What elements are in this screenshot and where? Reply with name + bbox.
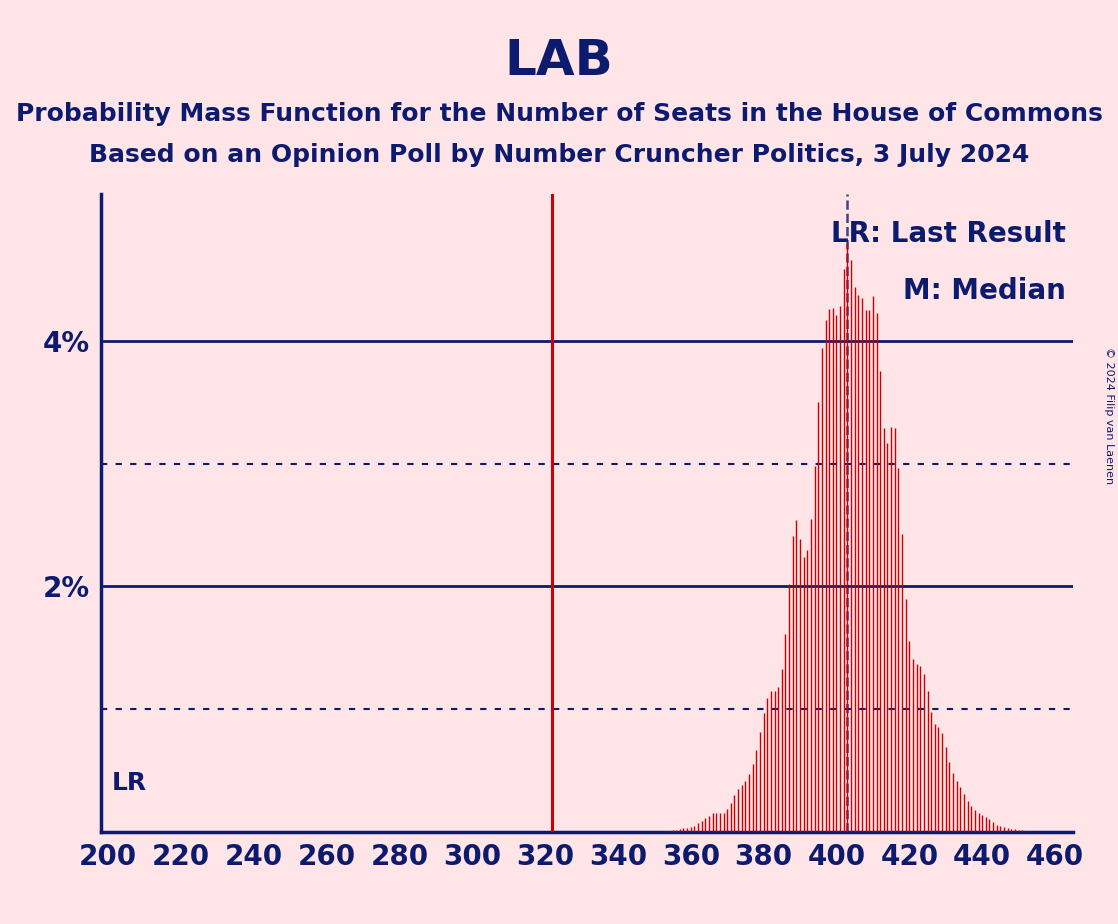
Text: LR: Last Result: LR: Last Result — [831, 220, 1065, 248]
Text: Probability Mass Function for the Number of Seats in the House of Commons: Probability Mass Function for the Number… — [16, 102, 1102, 126]
Text: © 2024 Filip van Laenen: © 2024 Filip van Laenen — [1105, 347, 1114, 484]
Text: Based on an Opinion Poll by Number Cruncher Politics, 3 July 2024: Based on an Opinion Poll by Number Crunc… — [88, 143, 1030, 167]
Text: M: Median: M: Median — [903, 277, 1065, 305]
Text: LR: LR — [112, 771, 146, 795]
Text: LAB: LAB — [504, 37, 614, 85]
